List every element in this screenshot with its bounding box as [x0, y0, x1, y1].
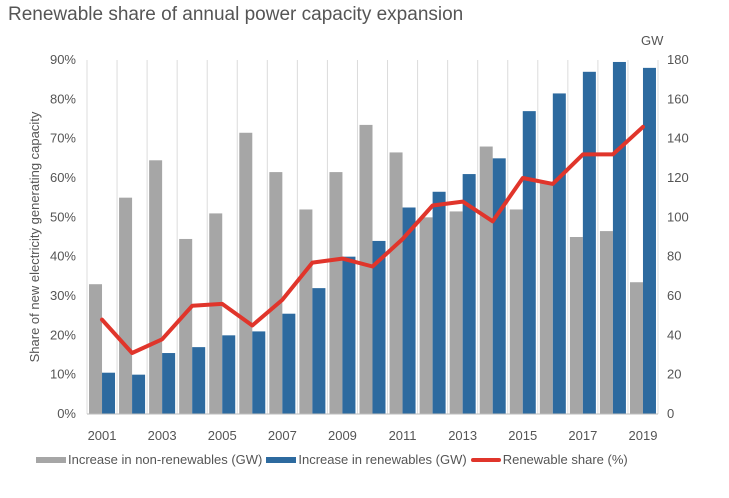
line-layer: [100, 124, 645, 355]
y-right-tick-label: 0: [667, 406, 674, 421]
x-tick-label: 2005: [208, 428, 237, 443]
bar-non-renewables-2005: [209, 213, 223, 414]
y-left-tick-label: 20%: [50, 327, 76, 342]
bar-non-renewables-2002: [119, 197, 133, 414]
bar-non-renewables-2001: [89, 284, 103, 414]
bar-non-renewables-2014: [479, 146, 493, 415]
y-right-tick-label: 80: [667, 249, 681, 264]
legend-swatch-renewable-share: [470, 457, 501, 462]
x-tick-label: 2003: [148, 428, 177, 443]
right-axis-label: GW: [641, 33, 664, 48]
bar-non-renewables-2008: [299, 209, 313, 414]
y-right-tick-label: 60: [667, 288, 681, 303]
legend-swatch-renewables: [266, 456, 297, 463]
y-right-tick-label: 40: [667, 327, 681, 342]
y-left-tick-label: 80%: [50, 91, 76, 106]
bar-renewables-2003: [162, 353, 176, 414]
bar-renewables-2009: [342, 256, 356, 414]
y-right-tick-label: 180: [667, 52, 689, 67]
y-right-tick-label: 100: [667, 209, 689, 224]
bar-renewables-2010: [372, 240, 386, 414]
chart-svg: 0% 10% 20% 30% 40% 50% 60% 70% 80% 90% 0 20 40 60 80 10…: [27, 33, 689, 443]
bar-non-renewables-2012: [419, 217, 433, 414]
x-tick-label: 2015: [508, 428, 537, 443]
bar-renewables-2008: [312, 288, 326, 414]
legend-label-non-renewables: Increase in non-renewables (GW): [68, 452, 263, 467]
bar-non-renewables-2019: [629, 282, 643, 414]
bar-renewables-2018: [612, 61, 626, 414]
bar-non-renewables-2017: [569, 237, 583, 414]
bar-non-renewables-2018: [599, 231, 613, 414]
left-axis-label: Share of new electricity generating capa…: [27, 111, 42, 362]
bar-non-renewables-2013: [449, 211, 463, 414]
bar-renewables-2012: [432, 191, 446, 414]
bar-renewables-2017: [582, 71, 596, 415]
bar-layer: [89, 61, 656, 415]
legend: Increase in non-renewables (GW) Increase…: [36, 452, 632, 467]
y-left-tick-label: 60%: [50, 170, 76, 185]
y-left-tick-label: 40%: [50, 249, 76, 264]
y-right-tick-label: 120: [667, 170, 689, 185]
legend-label-renewables: Increase in renewables (GW): [298, 452, 467, 467]
grid-layer: [86, 60, 659, 414]
y-left-tick-label: 30%: [50, 288, 76, 303]
legend-item-non-renewables: Increase in non-renewables (GW): [36, 452, 262, 467]
bar-renewables-2011: [402, 207, 416, 414]
bar-renewables-2007: [282, 313, 296, 414]
bar-non-renewables-2009: [329, 172, 343, 414]
x-tick-label: 2011: [389, 428, 417, 443]
bar-renewables-2002: [132, 374, 146, 414]
legend-item-renewables: Increase in renewables (GW): [266, 452, 467, 467]
x-tick-label: 2019: [629, 428, 658, 443]
bar-renewables-2015: [522, 111, 536, 414]
bar-non-renewables-2015: [509, 209, 523, 414]
chart-title: Renewable share of annual power capacity…: [8, 4, 464, 25]
bar-non-renewables-2011: [389, 152, 403, 414]
x-tick-label: 2001: [88, 428, 117, 443]
bar-renewables-2019: [642, 67, 656, 414]
bar-renewables-2006: [252, 331, 266, 414]
legend-item-renewable-share: Renewable share (%): [470, 452, 628, 467]
legend-label-renewable-share: Renewable share (%): [502, 452, 628, 467]
legend-swatch-non-renewables: [36, 456, 66, 463]
bar-non-renewables-2016: [539, 181, 553, 414]
bar-renewables-2013: [462, 174, 476, 414]
y-left-tick-label: 90%: [50, 52, 76, 67]
bar-non-renewables-2006: [239, 132, 253, 414]
bar-renewables-2014: [492, 158, 506, 414]
y-left-tick-label: 50%: [50, 209, 76, 224]
y-right-tick-label: 20: [667, 367, 681, 382]
bar-non-renewables-2003: [149, 160, 163, 414]
y-right-tick-label: 160: [667, 91, 689, 106]
y-left-tick-label: 10%: [50, 367, 76, 382]
x-tick-label: 2017: [568, 428, 597, 443]
bar-renewables-2001: [102, 372, 116, 414]
bar-non-renewables-2007: [269, 172, 283, 414]
y-right-tick-label: 140: [667, 131, 689, 146]
y-left-tick-label: 0%: [57, 406, 76, 421]
bar-non-renewables-2010: [359, 124, 373, 415]
bar-renewables-2004: [192, 347, 206, 414]
bar-renewables-2016: [552, 93, 566, 414]
x-tick-label: 2009: [328, 428, 357, 443]
bar-non-renewables-2004: [179, 238, 193, 414]
y-left-tick-label: 70%: [50, 131, 76, 146]
bar-renewables-2005: [222, 335, 236, 414]
axis-layer: 0% 10% 20% 30% 40% 50% 60% 70% 80% 90% 0 20 40 60 80 10…: [50, 52, 689, 443]
x-tick-label: 2007: [268, 428, 297, 443]
x-tick-label: 2013: [448, 428, 477, 443]
renewable-share-line: [100, 124, 645, 355]
